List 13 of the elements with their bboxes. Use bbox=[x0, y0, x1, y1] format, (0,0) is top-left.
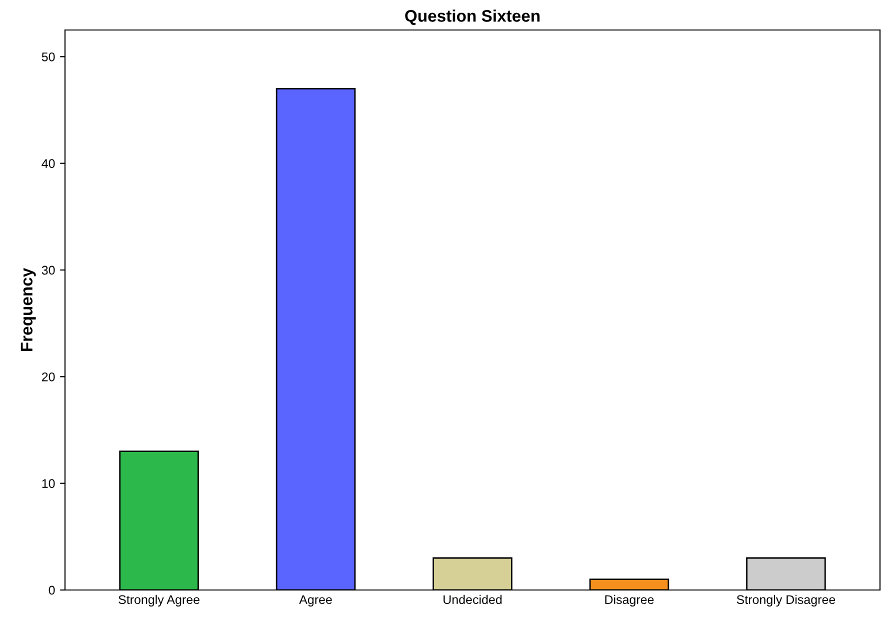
y-tick-label: 10 bbox=[42, 479, 55, 488]
x-tick-label: Undecided bbox=[444, 594, 502, 604]
x-tick-label: Strongly Disagree bbox=[736, 594, 836, 607]
y-tick-label: 0 bbox=[48, 586, 55, 595]
chart-title: Question Sixteen bbox=[405, 10, 540, 25]
y-tick-label: 30 bbox=[42, 266, 55, 275]
x-tick-label: Strongly Agree bbox=[118, 594, 200, 607]
y-tick-label: 50 bbox=[42, 52, 55, 62]
y-tick-label: 20 bbox=[42, 372, 55, 382]
x-tick-label: Disagree bbox=[605, 594, 654, 607]
x-tick-label: Agree bbox=[299, 595, 332, 607]
y-axis-title: Frequency bbox=[20, 268, 36, 352]
y-tick-label: 40 bbox=[42, 159, 55, 168]
